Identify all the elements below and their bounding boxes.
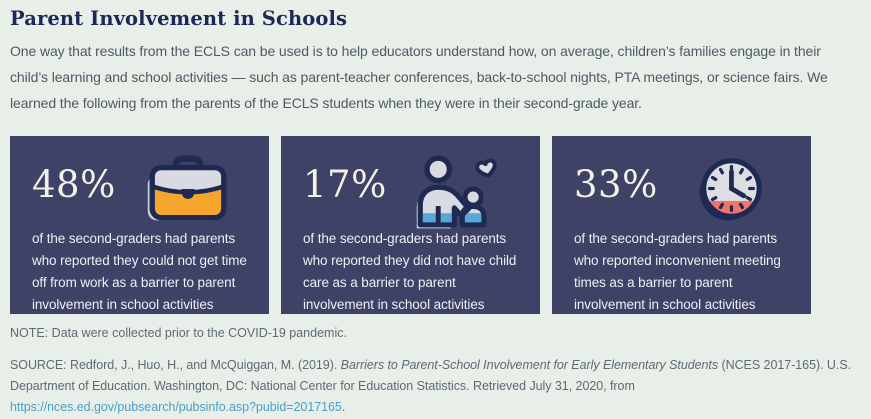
clock-icon <box>699 158 762 221</box>
stat-cards-row: 48% of the second-graders had parents wh… <box>10 136 861 314</box>
source-nces-number: (NCES 2017-165). U.S. <box>718 358 852 372</box>
stat-card-header: 17% <box>303 150 522 229</box>
source-period: . <box>341 400 346 414</box>
stat-card-work-time: 48% of the second-graders had parents wh… <box>10 136 269 314</box>
source-publication-title: Barriers to Parent-School Involvement fo… <box>340 358 719 372</box>
page-title: Parent Involvement in Schools <box>10 7 348 30</box>
parent-child-icon <box>416 155 497 229</box>
source-line-1: SOURCE: Redford, J., Huo, H., and McQuig… <box>10 355 861 376</box>
stat-percent: 33% <box>574 163 658 206</box>
stat-description: of the second-graders had parents who re… <box>574 231 781 312</box>
source-citation: SOURCE: Redford, J., Huo, H., and McQuig… <box>10 355 861 418</box>
intro-paragraph: One way that results from the ECLS can b… <box>10 43 828 111</box>
source-line-3: https://nces.ed.gov/pubsearch/pubsinfo.a… <box>10 397 861 418</box>
stat-card-meeting-times: 33% <box>552 136 811 314</box>
source-prefix: SOURCE: Redford, J., Huo, H., and McQuig… <box>10 358 341 372</box>
stat-percent: 17% <box>303 163 387 206</box>
briefcase-icon <box>147 155 227 221</box>
stat-card-child-care: 17% <box>281 136 540 314</box>
stat-description: of the second-graders had parents who re… <box>303 231 517 312</box>
note-text: NOTE: Data were collected prior to the C… <box>10 326 347 340</box>
source-line-2: Department of Education. Washington, DC:… <box>10 379 635 393</box>
stat-card-header: 48% <box>32 150 251 228</box>
source-link[interactable]: https://nces.ed.gov/pubsearch/pubsinfo.a… <box>10 400 342 414</box>
stat-card-header: 33% <box>574 150 793 228</box>
stat-percent: 48% <box>32 163 116 206</box>
stat-description: of the second-graders had parents who re… <box>32 231 247 312</box>
